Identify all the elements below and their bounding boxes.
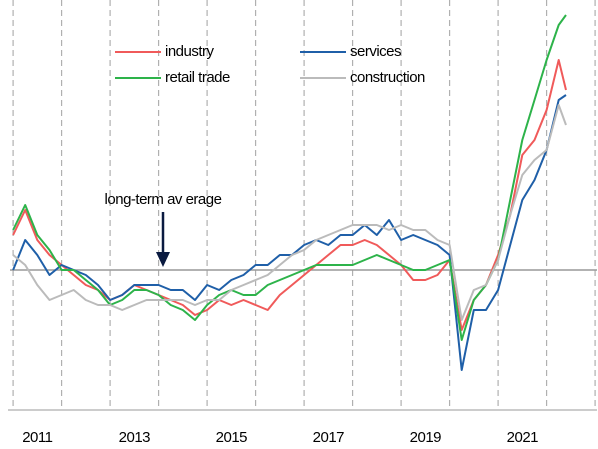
legend-label: retail trade (165, 69, 230, 86)
x-tick-label: 2017 (313, 429, 345, 446)
series-line (12, 14, 567, 341)
annotation-arrowhead (156, 252, 170, 267)
x-tick-label: 2019 (410, 429, 442, 446)
series-line (12, 104, 567, 321)
x-tick-label: 2015 (216, 429, 248, 446)
annotation: long-term av erage (105, 191, 222, 208)
series-line (12, 94, 567, 371)
x-tick-label: 2021 (507, 429, 539, 446)
legend-label: services (350, 43, 401, 60)
legend-label: construction (350, 69, 425, 86)
legend-label: industry (165, 43, 215, 60)
x-tick-label: 2013 (119, 429, 151, 446)
x-tick-label: 2011 (22, 429, 52, 446)
